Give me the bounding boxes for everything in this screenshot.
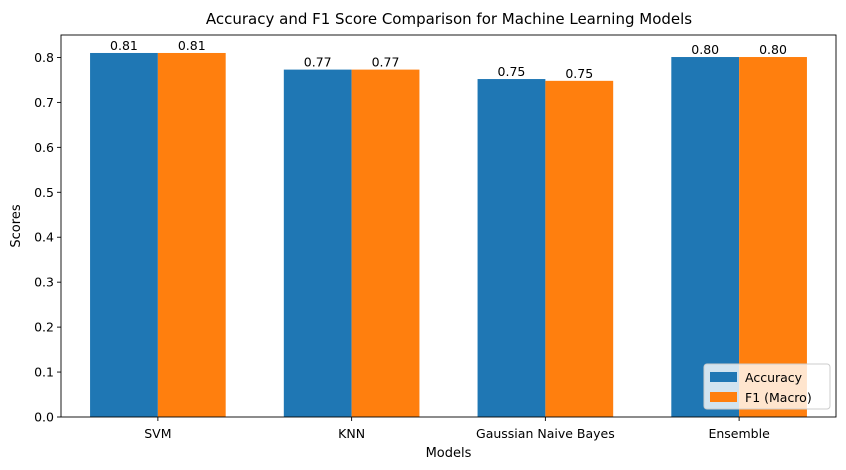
data-label: 0.80	[759, 42, 787, 57]
bar-accuracy-gaussian-naive-bayes	[477, 79, 546, 417]
data-label: 0.80	[691, 42, 719, 57]
bar-f1-macro-gaussian-naive-bayes	[545, 80, 614, 417]
y-tick-label: 0.5	[34, 185, 54, 200]
x-tick-label: SVM	[144, 426, 171, 441]
plot-frame	[60, 34, 837, 418]
bar-f1-macro-knn	[351, 69, 420, 417]
x-tick-label: KNN	[338, 426, 365, 441]
x-axis-label: Models	[426, 446, 472, 461]
y-tick-label: 0.3	[34, 275, 54, 290]
bar-accuracy-knn	[283, 69, 352, 417]
x-tick-label: Gaussian Naive Bayes	[476, 426, 615, 441]
y-tick-label: 0.8	[34, 50, 54, 65]
x-tick-label: Ensemble	[708, 426, 770, 441]
bars-group	[90, 52, 807, 417]
y-tick-label: 0.1	[34, 365, 54, 380]
bar-f1-macro-ensemble	[739, 57, 807, 417]
data-label: 0.77	[372, 55, 400, 70]
legend-swatch	[710, 392, 737, 402]
data-label: 0.77	[304, 55, 332, 70]
chart-title: Accuracy and F1 Score Comparison for Mac…	[206, 10, 692, 28]
legend: Accuracy F1 (Macro)	[703, 363, 831, 410]
y-axis-label: Scores	[9, 204, 24, 247]
y-tick-label: 0.6	[34, 140, 54, 155]
y-axis: 0.0 0.1 0.2 0.3 0.4 0.5 0.6 0.7 0.8	[34, 50, 61, 425]
bar-f1-macro-svm	[157, 52, 226, 417]
data-labels-group: 0.81 0.77 0.75 0.80 0.81 0.77 0.75 0.80	[110, 38, 787, 81]
x-axis: SVM KNN Gaussian Naive Bayes Ensemble	[144, 417, 770, 441]
data-label: 0.81	[178, 38, 206, 53]
data-label: 0.81	[110, 38, 138, 53]
y-tick-label: 0.4	[34, 230, 54, 245]
data-label: 0.75	[498, 64, 526, 79]
legend-label: F1 (Macro)	[745, 390, 812, 405]
y-tick-label: 0.0	[34, 410, 54, 425]
legend-swatch	[710, 372, 737, 382]
y-tick-label: 0.2	[34, 320, 54, 335]
y-tick-label: 0.7	[34, 95, 54, 110]
data-label: 0.75	[565, 66, 593, 81]
legend-label: Accuracy	[745, 370, 803, 385]
bar-accuracy-svm	[90, 52, 158, 417]
bar-accuracy-ensemble	[671, 57, 740, 417]
